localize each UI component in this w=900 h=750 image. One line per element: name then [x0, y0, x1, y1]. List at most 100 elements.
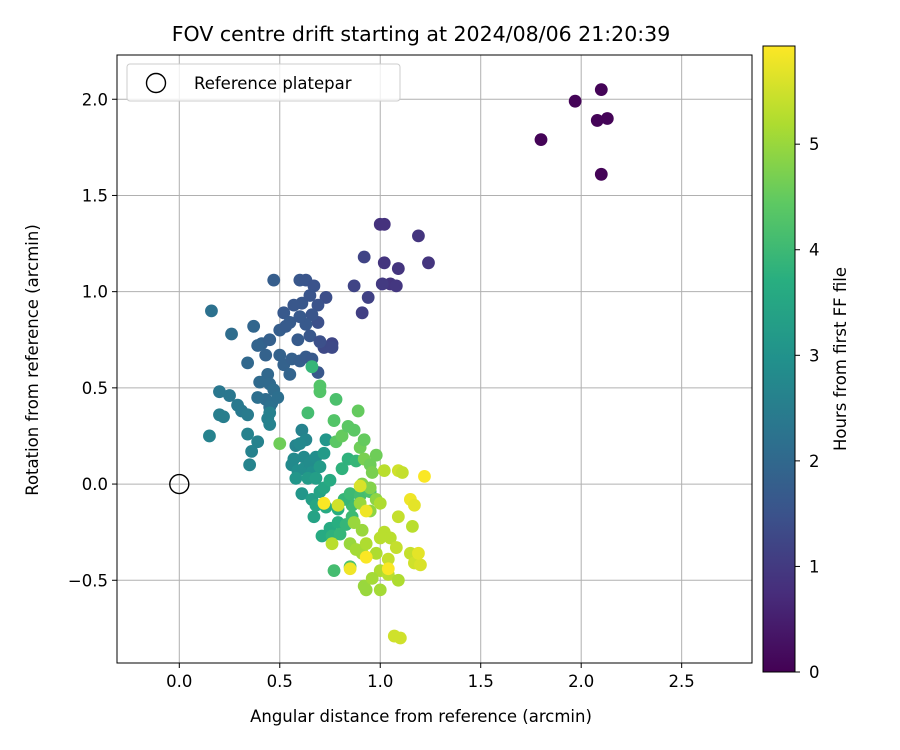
y-tick-label: 1.5 — [82, 186, 108, 205]
data-point — [333, 527, 347, 541]
data-point — [365, 466, 379, 479]
x-tick-label: 1.0 — [367, 672, 393, 691]
data-point — [359, 537, 373, 551]
data-point — [355, 523, 369, 537]
colorbar-label: Hours from first FF file — [831, 267, 850, 451]
data-point — [331, 498, 345, 512]
points-layer — [203, 83, 614, 645]
data-point — [412, 229, 425, 243]
data-point — [251, 339, 265, 352]
data-point — [279, 319, 293, 333]
data-point — [217, 410, 230, 424]
y-tick-label: 1.0 — [82, 283, 108, 302]
data-point — [263, 333, 277, 347]
data-point — [369, 448, 383, 462]
data-point — [347, 423, 361, 437]
colorbar-tick-label: 0 — [809, 663, 820, 682]
x-axis-label: Angular distance from reference (arcmin) — [250, 707, 592, 726]
data-point — [251, 391, 265, 404]
data-point — [347, 516, 361, 529]
data-point — [311, 298, 325, 312]
data-point — [405, 519, 419, 533]
data-point — [307, 279, 321, 293]
data-point — [335, 462, 349, 476]
data-point — [325, 341, 339, 354]
data-point — [261, 367, 275, 381]
data-point — [381, 552, 395, 566]
colorbar-tick-label: 4 — [809, 241, 820, 260]
data-point — [353, 479, 367, 493]
data-point — [343, 562, 357, 576]
data-point — [359, 550, 373, 564]
data-point — [273, 348, 287, 362]
colorbar: 0 1 2 3 4 5 Hours from first FF file — [762, 45, 850, 682]
data-point — [325, 537, 339, 551]
data-point — [381, 562, 395, 576]
data-point — [359, 583, 373, 597]
data-point — [319, 433, 333, 447]
data-point — [391, 573, 405, 587]
data-point — [323, 473, 337, 487]
ticks-layer: 0.0 0.5 1.0 1.5 2.0 2.5 −0.5 0.0 0.5 1.0 1.5 2.0 — [68, 90, 695, 691]
y-tick-label: 0.5 — [82, 379, 108, 398]
data-point — [373, 583, 387, 597]
reference-platepar-marker — [169, 473, 190, 495]
data-point — [412, 546, 425, 560]
legend-marker-reference — [145, 72, 167, 94]
x-tick-label: 1.5 — [468, 672, 494, 691]
data-point — [343, 487, 357, 501]
data-point — [205, 304, 218, 318]
data-point — [391, 262, 405, 275]
data-point — [251, 435, 265, 449]
data-point — [369, 546, 383, 560]
data-point — [393, 631, 407, 645]
data-point — [305, 308, 319, 322]
data-point — [365, 571, 379, 585]
plot-frame — [116, 54, 753, 664]
data-point — [307, 510, 321, 524]
data-point — [295, 423, 309, 437]
data-point — [293, 437, 307, 451]
data-point — [377, 217, 391, 231]
colorbar-tick-label: 1 — [809, 557, 820, 576]
data-point — [225, 327, 238, 341]
data-point — [313, 335, 327, 349]
data-point — [303, 289, 317, 302]
grid-layer — [117, 55, 752, 663]
data-point — [389, 279, 403, 293]
y-tick-label: 2.0 — [82, 90, 108, 109]
data-point — [319, 291, 333, 304]
data-point — [241, 356, 255, 370]
legend: Reference platepar — [126, 63, 401, 102]
data-point — [414, 558, 427, 572]
data-point — [289, 471, 303, 485]
y-axis-label: Rotation from reference (arcmin) — [23, 224, 42, 496]
data-point — [263, 418, 277, 431]
data-point — [309, 471, 323, 485]
x-tick-label: 0.5 — [267, 672, 293, 691]
data-point — [347, 279, 361, 293]
data-point — [293, 310, 307, 324]
data-point — [223, 389, 236, 402]
data-point — [327, 564, 341, 578]
data-point — [247, 319, 261, 333]
data-point — [241, 427, 255, 441]
data-point — [363, 481, 377, 495]
data-point — [534, 133, 548, 147]
data-point — [377, 256, 391, 270]
data-point — [267, 273, 281, 287]
colorbar-tick-label: 5 — [809, 135, 820, 154]
data-point — [377, 464, 391, 477]
data-point — [259, 348, 273, 362]
data-point — [241, 408, 255, 422]
data-point — [357, 250, 371, 264]
data-point — [291, 333, 305, 347]
data-point — [594, 83, 608, 97]
data-point — [389, 541, 403, 554]
colorbar-tick-label: 2 — [809, 452, 820, 471]
data-point — [203, 429, 216, 443]
data-point — [313, 460, 327, 474]
data-point — [383, 531, 397, 545]
x-tick-label: 2.5 — [669, 672, 695, 691]
